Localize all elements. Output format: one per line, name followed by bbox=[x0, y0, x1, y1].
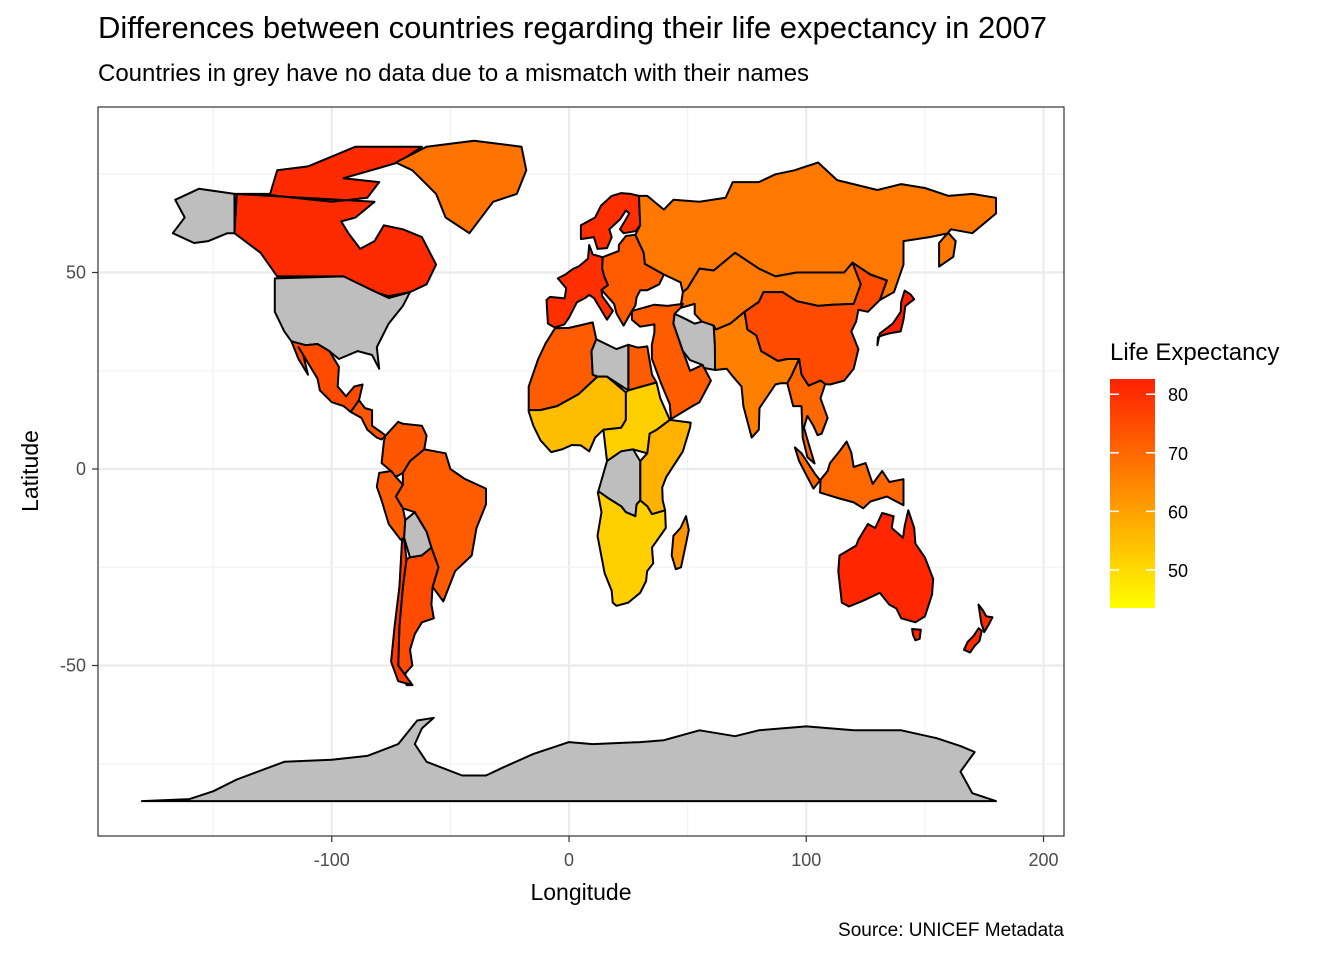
x-tick-label: -100 bbox=[314, 850, 350, 870]
region-southern-africa bbox=[596, 491, 667, 607]
legend-tick-label: 80 bbox=[1168, 385, 1188, 405]
x-tick-label: 0 bbox=[564, 850, 574, 870]
region-middle-east bbox=[630, 302, 712, 421]
y-tick-label: -50 bbox=[60, 656, 86, 676]
region-australia bbox=[911, 628, 922, 642]
legend-title: Life Expectancy bbox=[1110, 339, 1279, 366]
legend-colorbar bbox=[1110, 379, 1155, 608]
map-panel bbox=[97, 106, 1065, 837]
country-polygons bbox=[140, 139, 997, 803]
legend: Life Expectancy 80 70 60 50 bbox=[1110, 339, 1279, 608]
legend-ticks: 80 70 60 50 bbox=[1110, 385, 1188, 581]
region-madagascar bbox=[670, 515, 690, 571]
legend-tick-label: 60 bbox=[1168, 502, 1188, 522]
region-sahel bbox=[527, 375, 627, 454]
region-indonesia bbox=[793, 440, 905, 510]
region-japan bbox=[876, 289, 916, 347]
x-axis: -100 0 100 200 bbox=[314, 836, 1059, 870]
y-tick-label: 50 bbox=[66, 263, 86, 283]
region-chile bbox=[390, 536, 414, 687]
map-title: Differences between countries regarding … bbox=[98, 10, 1047, 45]
region-china bbox=[743, 261, 888, 387]
source-caption: Source: UNICEF Metadata bbox=[838, 920, 1064, 941]
region-new-zealand bbox=[963, 627, 983, 654]
y-axis-title: Latitude bbox=[17, 430, 43, 512]
region-central-america bbox=[349, 399, 387, 441]
region-alaska bbox=[171, 187, 236, 244]
y-axis: 50 0 -50 bbox=[60, 263, 98, 676]
region-scandinavia bbox=[579, 192, 642, 250]
y-tick-label: 0 bbox=[76, 459, 86, 479]
region-antarctica bbox=[140, 716, 997, 803]
region-southeast-asia bbox=[786, 358, 829, 465]
legend-tick-label: 70 bbox=[1168, 444, 1188, 464]
region-eastern-europe bbox=[600, 233, 665, 327]
map-subtitle: Countries in grey have no data due to a … bbox=[98, 60, 810, 87]
x-axis-title: Longitude bbox=[530, 879, 631, 905]
region-new-zealand bbox=[977, 603, 994, 634]
x-tick-label: 200 bbox=[1028, 850, 1058, 870]
legend-tick-label: 50 bbox=[1168, 561, 1188, 581]
region-greenland bbox=[394, 139, 528, 235]
region-australia bbox=[837, 509, 935, 624]
x-tick-label: 100 bbox=[791, 850, 821, 870]
